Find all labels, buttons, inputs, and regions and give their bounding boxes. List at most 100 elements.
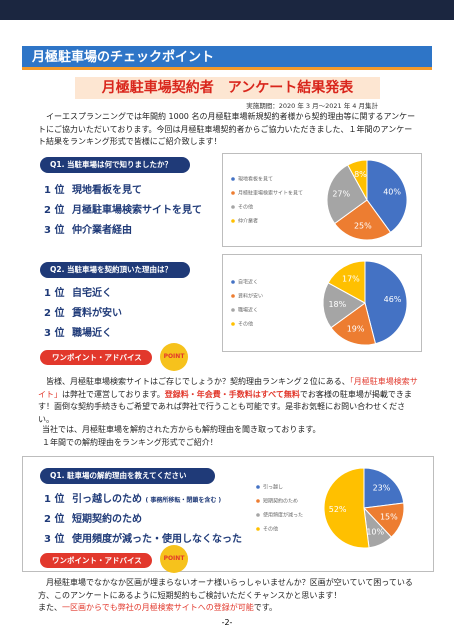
- value-label: 27%: [332, 190, 350, 199]
- rank: 3 位仲介業者経由: [44, 221, 132, 236]
- text: でお客様の駐車場が掲載できます！面倒な契約手続きもご希望であれば弊社で行うことも…: [38, 389, 412, 424]
- rank-number: 3 位: [44, 328, 65, 339]
- pie-slice: [333, 199, 392, 241]
- value-label: 52%: [329, 505, 347, 514]
- value-label: 17%: [342, 275, 360, 284]
- rank-text: 使用頻度が減った・使用しなくなった: [72, 534, 242, 545]
- legend-label: その他: [238, 204, 253, 211]
- rank-number: 2 位: [44, 308, 65, 319]
- rank-text: 月極駐車場検索サイトを見て: [72, 205, 202, 216]
- pie-slice: [366, 159, 408, 234]
- pie-slice: [322, 282, 366, 329]
- rank-number: 2 位: [44, 205, 65, 216]
- line: １年間での解約理由をランキング形式でご紹介！: [42, 437, 218, 447]
- rank-text: 短期契約のため: [72, 514, 142, 525]
- legend-label: 引っ越し: [263, 484, 283, 491]
- legend-label: 短期契約のため: [263, 498, 298, 505]
- rank: 3 位使用頻度が減った・使用しなくなった: [44, 530, 242, 545]
- advice-text: 皆様、月極駐車場検索サイトはご存じでしょうか？契約理由ランキング２位にある、「月…: [38, 376, 420, 426]
- rank: 2 位月極駐車場検索サイトを見て: [44, 201, 202, 216]
- legend-marker: [231, 191, 235, 195]
- value-label: 19%: [347, 325, 365, 334]
- advice-text: 月極駐車場でなかなか区画が埋まらないオーナ様いらっしゃいませんか？区画が空いてい…: [38, 577, 420, 615]
- legend-marker: [256, 527, 260, 531]
- point-icon: POINT: [160, 545, 188, 573]
- value-label: 23%: [373, 484, 391, 493]
- pie-slice: [364, 260, 408, 345]
- text: です。: [253, 603, 277, 612]
- legend-marker: [231, 308, 235, 312]
- rank-number: 2 位: [44, 514, 65, 525]
- rank-number: 1 位: [44, 494, 65, 505]
- cancel-intro: 当社では、月極駐車場を解約された方からも解約理由を聞き取っております。 １年間での…: [38, 424, 420, 449]
- line: 当社では、月極駐車場を解約された方からも解約理由を聞き取っております。: [42, 425, 321, 434]
- pie-slice: [327, 260, 366, 304]
- advice-label: ワンポイント・アドバイス: [40, 553, 152, 568]
- legend-marker: [231, 219, 235, 223]
- value-label: 46%: [384, 295, 402, 304]
- value-label: 40%: [383, 187, 401, 196]
- banner-title: 月極駐車場契約者 アンケート結果発表: [75, 77, 380, 99]
- legend-marker: [231, 280, 235, 284]
- legend-label: 現地看板を見て: [238, 176, 273, 183]
- page-number: -2-: [221, 618, 233, 627]
- legend-marker: [256, 513, 260, 517]
- rank-note: ( 事務所移転・閉鎖を含む ): [145, 497, 222, 504]
- legend-label: 月極駐車場検索サイトを見て: [238, 190, 303, 197]
- question: Q1. 駐車場の解約理由を教えてください: [40, 468, 215, 484]
- rank-number: 1 位: [44, 288, 65, 299]
- rank-text: 職場近く: [72, 328, 112, 339]
- highlight: 「月極駐車場検索サイト」: [38, 377, 418, 399]
- rank: 1 位引っ越しのため ( 事務所移転・閉鎖を含む ): [44, 490, 221, 505]
- rank-text: 現地看板を見て: [72, 185, 142, 196]
- text: 月極駐車場でなかなか区画が埋まらないオーナ様いらっしゃいませんか？区画が空いてい…: [38, 578, 413, 600]
- point-icon: POINT: [160, 343, 188, 371]
- value-label: 10%: [366, 527, 384, 536]
- rank: 2 位賃料が安い: [44, 304, 122, 319]
- rank-text: 自宅近く: [72, 288, 112, 299]
- top-band: [0, 0, 454, 20]
- value-label: 18%: [328, 300, 346, 309]
- rank-text: 仲介業者経由: [72, 225, 132, 236]
- pie-slice: [326, 164, 368, 225]
- period: 実施期間：2020 年 3 月～2021 年 4 月集計: [246, 102, 378, 110]
- legend-marker: [231, 322, 235, 326]
- rank: 1 位自宅近く: [44, 284, 112, 299]
- question: Q1. 当駐車場は何で知りましたか？: [40, 157, 190, 173]
- rank: 3 位職場近く: [44, 324, 112, 339]
- legend-marker: [231, 205, 235, 209]
- text: 皆様、月極駐車場検索サイトはご存じでしょうか？契約理由ランキング２位にある、: [46, 377, 350, 386]
- highlight: 登録料・年会費・手数料はすべて無料: [164, 389, 300, 399]
- rank-text: 賃料が安い: [72, 308, 122, 319]
- legend-label: 職場近く: [238, 307, 258, 314]
- value-label: 8%: [354, 170, 367, 179]
- text: は弊社で運営しております。: [62, 389, 165, 399]
- legend-marker: [256, 485, 260, 489]
- pie-slice: [363, 467, 405, 509]
- legend-label: その他: [263, 526, 278, 533]
- legend-marker: [231, 294, 235, 298]
- legend-label: 賃料が安い: [238, 293, 263, 300]
- legend-label: その他: [238, 321, 253, 328]
- pie-slice: [347, 159, 368, 201]
- pie-slice: [330, 302, 377, 346]
- question: Q2. 当駐車場を契約頂いた理由は？: [40, 262, 190, 278]
- legend-label: 仲介業者: [238, 218, 258, 225]
- legend-label: 使用頻度が減った: [263, 512, 303, 519]
- pie-slice: [323, 467, 370, 549]
- rank-number: 3 位: [44, 534, 65, 545]
- rank: 1 位現地看板を見て: [44, 181, 142, 196]
- value-label: 15%: [380, 512, 398, 521]
- rank: 2 位短期契約のため: [44, 510, 142, 525]
- legend-marker: [231, 177, 235, 181]
- intro: イーエスプランニングでは年間約 1000 名の月極駐車場新規契約者様から契約理由…: [38, 112, 416, 146]
- rank-number: 1 位: [44, 185, 65, 196]
- rank-number: 3 位: [44, 225, 65, 236]
- value-label: 25%: [354, 222, 372, 231]
- section-header: 月極駐車場のチェックポイント: [22, 46, 432, 70]
- text: また、: [38, 603, 62, 612]
- advice-label: ワンポイント・アドバイス: [40, 350, 152, 365]
